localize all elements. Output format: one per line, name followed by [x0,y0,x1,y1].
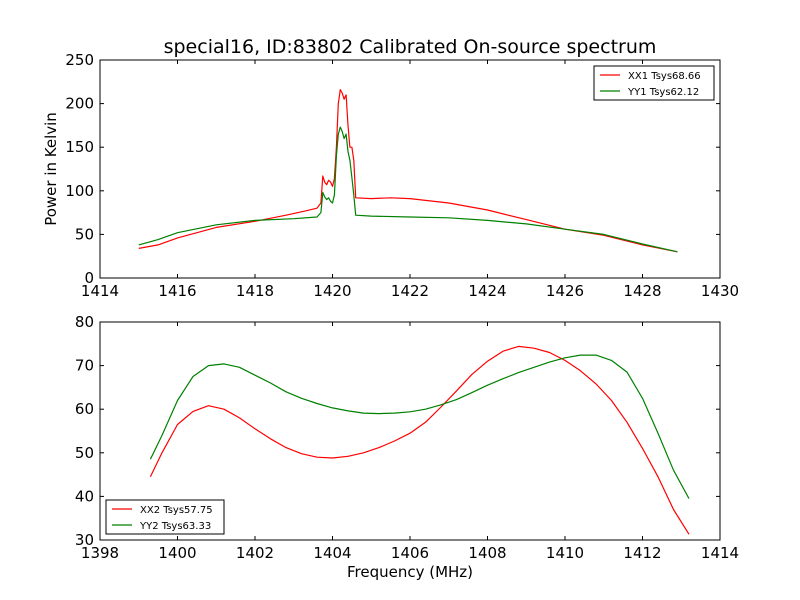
bottom-y-tick-label: 60 [75,400,94,418]
bottom-y-tick-label: 70 [75,357,94,375]
top-x-tick-label: 1414 [81,282,119,300]
top-x-tick-label: 1418 [236,282,274,300]
bottom-x-tick-label: 1402 [236,544,274,562]
top-x-tick-label: 1420 [313,282,351,300]
bottom-series-line-2 [149,354,690,499]
bottom-legend-label-1: XX2 Tsys57.75 [140,505,213,516]
bottom-x-tick-label: 1406 [391,544,429,562]
bottom-legend: XX2 Tsys57.75 YY2 Tsys63.33 [105,499,225,535]
top-series-line-1 [138,89,678,253]
top-x-tick-label: 1422 [391,282,429,300]
top-y-tick-label: 250 [65,51,94,69]
top-x-tick-label: 1426 [546,282,584,300]
bottom-y-tick-label: 40 [75,487,94,505]
top-x-tick-label: 1428 [623,282,661,300]
top-legend-label-1: XX1 Tsys68.66 [628,71,701,82]
top-y-tick-label: 100 [65,182,94,200]
bottom-x-tick-label: 1410 [546,544,584,562]
x-axis-label: Frequency (MHz) [347,563,473,581]
top-series-line-2 [138,126,678,253]
top-x-tick-label: 1430 [701,282,739,300]
top-y-tick-label: 200 [65,95,94,113]
bottom-x-tick-label: 1412 [623,544,661,562]
bottom-x-tick-label: 1398 [81,544,119,562]
top-legend-box [593,65,715,101]
top-y-tick-label: 50 [75,225,94,243]
top-legend: XX1 Tsys68.66 YY1 Tsys62.12 [593,65,715,101]
bottom-x-tick-label: 1414 [701,544,739,562]
y-axis-label: Power in Kelvin [42,112,60,226]
figure-title: special16, ID:83802 Calibrated On-source… [164,36,657,58]
bottom-y-tick-label: 80 [75,313,94,331]
top-y-tick-label: 0 [84,269,94,287]
top-legend-label-2: YY1 Tsys62.12 [627,87,699,98]
top-y-tick-label: 150 [65,138,94,156]
bottom-y-tick-label: 30 [75,531,94,549]
bottom-y-tick-label: 50 [75,444,94,462]
bottom-x-tick-label: 1400 [158,544,196,562]
bottom-panel-chart: 1398 1400 1402 1404 1406 1408 1410 1412 1414 30 40… [75,313,739,562]
bottom-x-tick-label: 1408 [468,544,506,562]
bottom-series-line-1 [149,345,690,535]
bottom-legend-box [105,499,225,535]
top-x-tick-label: 1416 [158,282,196,300]
bottom-x-tick-label: 1404 [313,544,351,562]
bottom-legend-label-2: YY2 Tsys63.33 [139,521,211,532]
top-panel-chart: 1414 1416 1418 1420 1422 1424 1426 1428 1430 0 50 1… [65,51,739,300]
top-x-tick-label: 1424 [468,282,506,300]
